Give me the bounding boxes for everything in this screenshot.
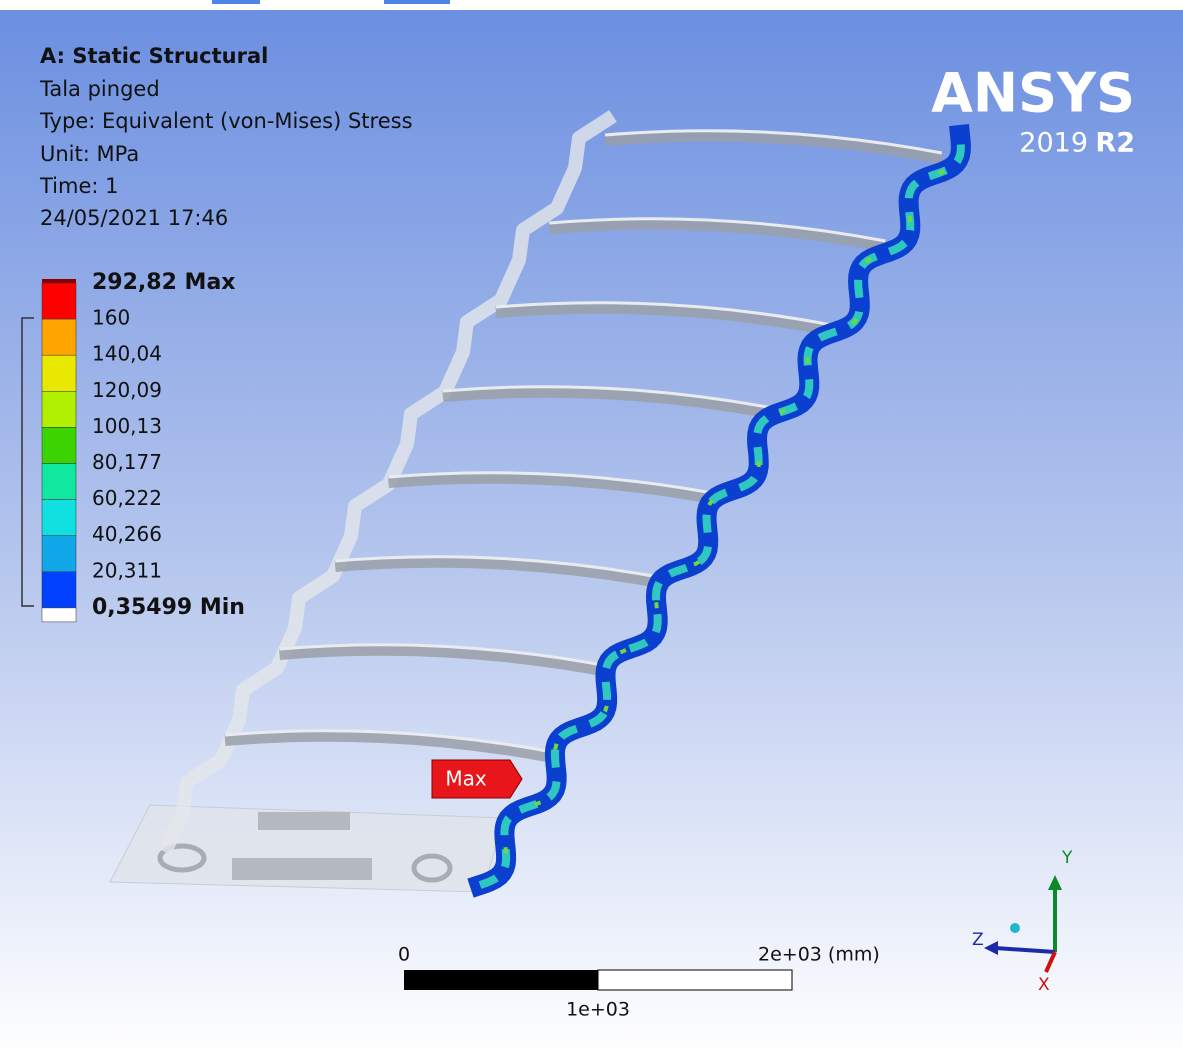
triad-y-label: Y [1061, 848, 1073, 868]
legend-label: 292,82 Max [92, 270, 235, 295]
scale-white [598, 970, 792, 990]
title: A: Static Structural [40, 44, 268, 68]
probe: Max [432, 760, 522, 798]
legend-label: 160 [92, 306, 130, 330]
legend-label: 0,35499 Min [92, 595, 245, 620]
legend-label: 140,04 [92, 342, 162, 366]
legend-band [42, 608, 76, 622]
legend-band [42, 464, 76, 500]
legend-label: 60,222 [92, 486, 162, 510]
body: A: Static Structural Tala pinged Type: E… [0, 0, 1183, 1058]
scale-black [404, 970, 598, 990]
legend-band [42, 283, 76, 319]
viewport: A: Static Structural Tala pinged Type: E… [0, 0, 1183, 1058]
triad-x-label: X [1038, 975, 1050, 995]
legend-band [42, 536, 76, 572]
info-line: 24/05/2021 17:46 [40, 206, 228, 230]
legend-band [42, 319, 76, 355]
info-line: Time: 1 [39, 174, 119, 198]
triad-z-label: Z [972, 930, 984, 950]
info-line: Type: Equivalent (von-Mises) Stress [39, 109, 413, 133]
logo-brand: ANSYS [931, 62, 1135, 125]
legend-label: 80,177 [92, 450, 162, 474]
legend-label: 40,266 [92, 522, 162, 546]
legend-band [42, 572, 76, 608]
plate-block [258, 812, 350, 830]
scale-end: 2e+03 (mm) [758, 944, 880, 966]
legend-band [42, 427, 76, 463]
legend-label: 20,311 [92, 558, 162, 582]
info-line: Unit: MPa [40, 142, 139, 166]
scale-start: 0 [398, 944, 410, 966]
plate-block [232, 858, 372, 880]
tab [212, 0, 260, 4]
legend-label: 120,09 [92, 378, 162, 402]
info-line: Tala pinged [39, 77, 160, 101]
triad-dot [1010, 923, 1020, 933]
page: {"header": {"title": "A: Static Structur… [0, 0, 1183, 1058]
logo-version: 2019 [1019, 128, 1088, 159]
background [0, 0, 1183, 1058]
legend-band [42, 355, 76, 391]
legend-band [42, 500, 76, 536]
logo-release: R2 [1095, 128, 1135, 159]
legend-band [42, 391, 76, 427]
scale-middle: 1e+03 [566, 999, 630, 1021]
legend-label: 100,13 [92, 414, 162, 438]
toolbar-strip [0, 0, 1183, 10]
tab [384, 0, 450, 4]
probe-label: Max [445, 767, 487, 791]
